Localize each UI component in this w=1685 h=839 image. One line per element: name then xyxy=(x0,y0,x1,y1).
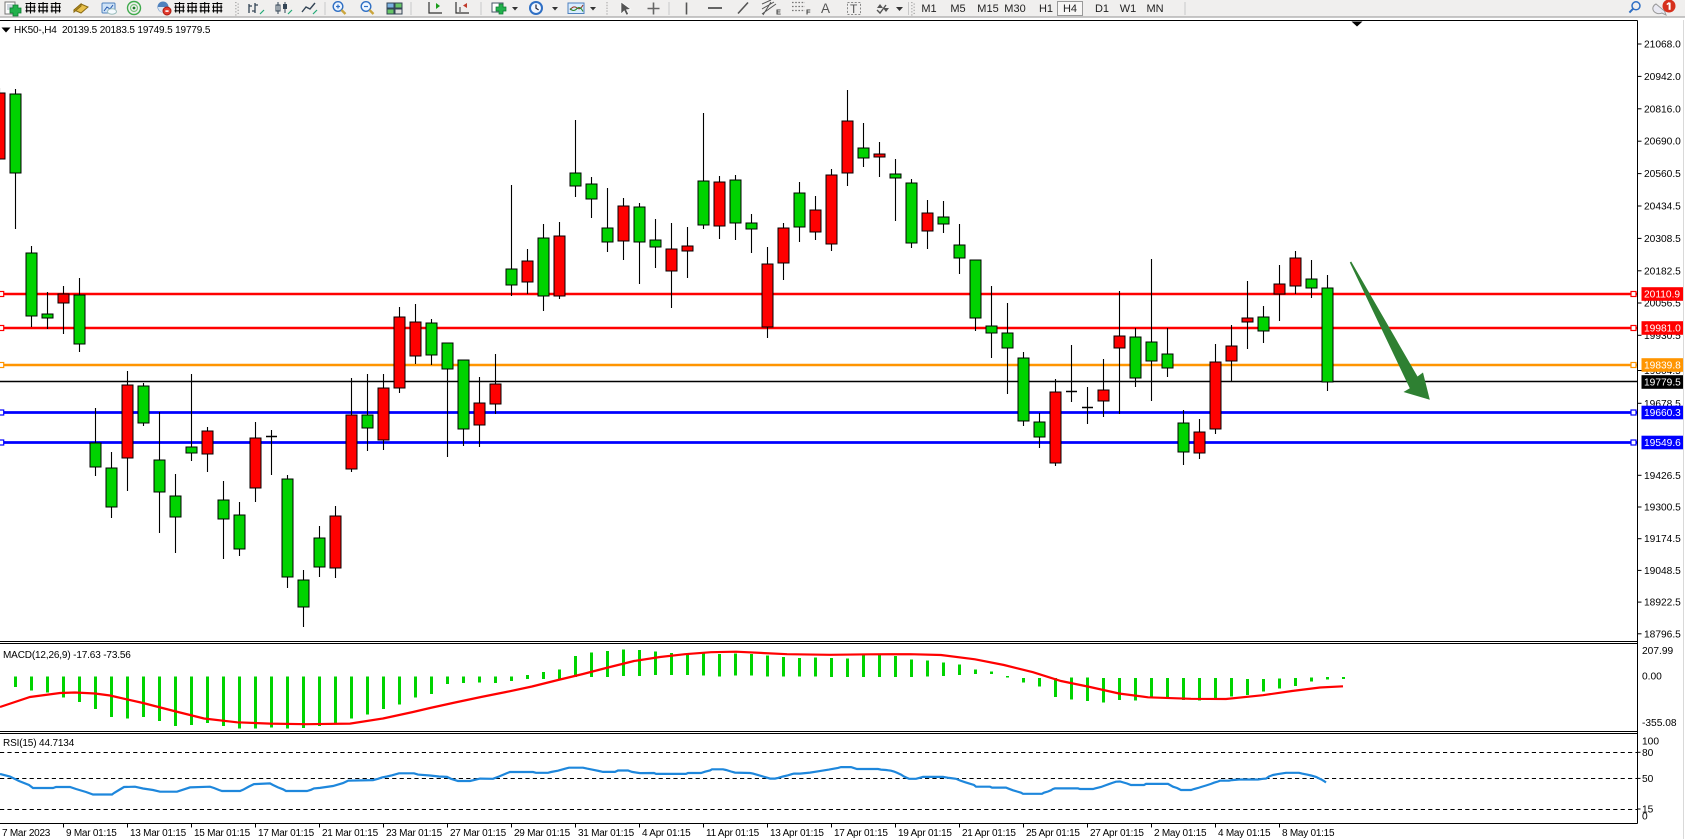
svg-text:19660.3: 19660.3 xyxy=(1644,408,1681,419)
svg-text:-355.08: -355.08 xyxy=(1642,718,1677,729)
svg-text:20110.9: 20110.9 xyxy=(1644,290,1680,301)
svg-text:19779.5: 19779.5 xyxy=(1644,378,1681,389)
svg-text:F: F xyxy=(806,8,811,17)
svg-text:31 Mar 01:15: 31 Mar 01:15 xyxy=(578,828,635,839)
svg-text:20690.0: 20690.0 xyxy=(1644,137,1681,148)
svg-text:0: 0 xyxy=(1642,812,1648,823)
svg-text:18922.5: 18922.5 xyxy=(1644,598,1681,609)
svg-text:20056.5: 20056.5 xyxy=(1644,299,1681,310)
svg-text:4 May 01:15: 4 May 01:15 xyxy=(1218,828,1271,839)
svg-text:20434.5: 20434.5 xyxy=(1644,202,1681,213)
svg-text:15: 15 xyxy=(1642,805,1654,816)
svg-text:8 May 01:15: 8 May 01:15 xyxy=(1282,828,1335,839)
svg-text:19174.5: 19174.5 xyxy=(1644,534,1681,545)
svg-text:W1: W1 xyxy=(1120,3,1137,15)
svg-text:19048.5: 19048.5 xyxy=(1644,566,1681,577)
svg-text:MN: MN xyxy=(1146,3,1163,15)
svg-text:207.99: 207.99 xyxy=(1642,646,1673,657)
svg-text:27 Mar 01:15: 27 Mar 01:15 xyxy=(450,828,507,839)
svg-text:E: E xyxy=(776,8,781,17)
svg-text:25 Apr 01:15: 25 Apr 01:15 xyxy=(1026,828,1080,839)
svg-text:A: A xyxy=(821,1,830,16)
svg-text:M1: M1 xyxy=(921,3,936,15)
svg-text:21 Apr 01:15: 21 Apr 01:15 xyxy=(962,828,1016,839)
svg-text:19981.0: 19981.0 xyxy=(1644,324,1681,335)
svg-text:20942.0: 20942.0 xyxy=(1644,72,1681,83)
svg-text:11 Apr 01:15: 11 Apr 01:15 xyxy=(706,828,760,839)
svg-text:7 Mar 2023: 7 Mar 2023 xyxy=(2,828,51,839)
svg-text:19930.5: 19930.5 xyxy=(1644,331,1681,342)
svg-text:20308.5: 20308.5 xyxy=(1644,234,1681,245)
svg-text:0.00: 0.00 xyxy=(1642,672,1662,683)
svg-text:17 Mar 01:15: 17 Mar 01:15 xyxy=(258,828,315,839)
svg-text:13 Apr 01:15: 13 Apr 01:15 xyxy=(770,828,824,839)
svg-text:9 Mar 01:15: 9 Mar 01:15 xyxy=(66,828,117,839)
svg-text:H1: H1 xyxy=(1039,3,1053,15)
svg-text:50: 50 xyxy=(1642,774,1654,785)
svg-text:17 Apr 01:15: 17 Apr 01:15 xyxy=(834,828,888,839)
svg-text:2 May 01:15: 2 May 01:15 xyxy=(1154,828,1207,839)
svg-text:19 Apr 01:15: 19 Apr 01:15 xyxy=(898,828,952,839)
svg-text:19839.8: 19839.8 xyxy=(1644,361,1681,372)
svg-text:100: 100 xyxy=(1642,737,1659,748)
svg-text:4 Apr 01:15: 4 Apr 01:15 xyxy=(642,828,691,839)
svg-text:29 Mar 01:15: 29 Mar 01:15 xyxy=(514,828,571,839)
svg-text:M30: M30 xyxy=(1004,3,1025,15)
svg-text:18796.5: 18796.5 xyxy=(1644,629,1681,640)
svg-text:27 Apr 01:15: 27 Apr 01:15 xyxy=(1090,828,1144,839)
svg-text:20816.0: 20816.0 xyxy=(1644,104,1681,115)
svg-text:13 Mar 01:15: 13 Mar 01:15 xyxy=(130,828,187,839)
svg-text:23 Mar 01:15: 23 Mar 01:15 xyxy=(386,828,443,839)
svg-text:21 Mar 01:15: 21 Mar 01:15 xyxy=(322,828,379,839)
svg-text:15 Mar 01:15: 15 Mar 01:15 xyxy=(194,828,251,839)
svg-text:H4: H4 xyxy=(1063,3,1077,15)
svg-text:20182.5: 20182.5 xyxy=(1644,266,1681,277)
svg-text:80: 80 xyxy=(1642,748,1654,759)
svg-text:19678.5: 19678.5 xyxy=(1644,399,1681,410)
svg-text:M15: M15 xyxy=(977,3,998,15)
svg-text:20560.5: 20560.5 xyxy=(1644,169,1681,180)
svg-text:19300.5: 19300.5 xyxy=(1644,503,1681,514)
svg-text:T: T xyxy=(850,2,858,16)
svg-text:RSI(15) 44.7134: RSI(15) 44.7134 xyxy=(3,738,75,749)
svg-text:D1: D1 xyxy=(1095,3,1109,15)
svg-text:19549.6: 19549.6 xyxy=(1644,438,1681,449)
svg-text:HK50-,H4 20139.5 20183.5 1974: HK50-,H4 20139.5 20183.5 19749.5 19779.5 xyxy=(14,25,211,36)
svg-text:19426.5: 19426.5 xyxy=(1644,471,1681,482)
svg-text:21068.0: 21068.0 xyxy=(1644,40,1681,51)
svg-text:MACD(12,26,9) -17.63 -73.56: MACD(12,26,9) -17.63 -73.56 xyxy=(3,650,131,661)
svg-text:M5: M5 xyxy=(950,3,965,15)
